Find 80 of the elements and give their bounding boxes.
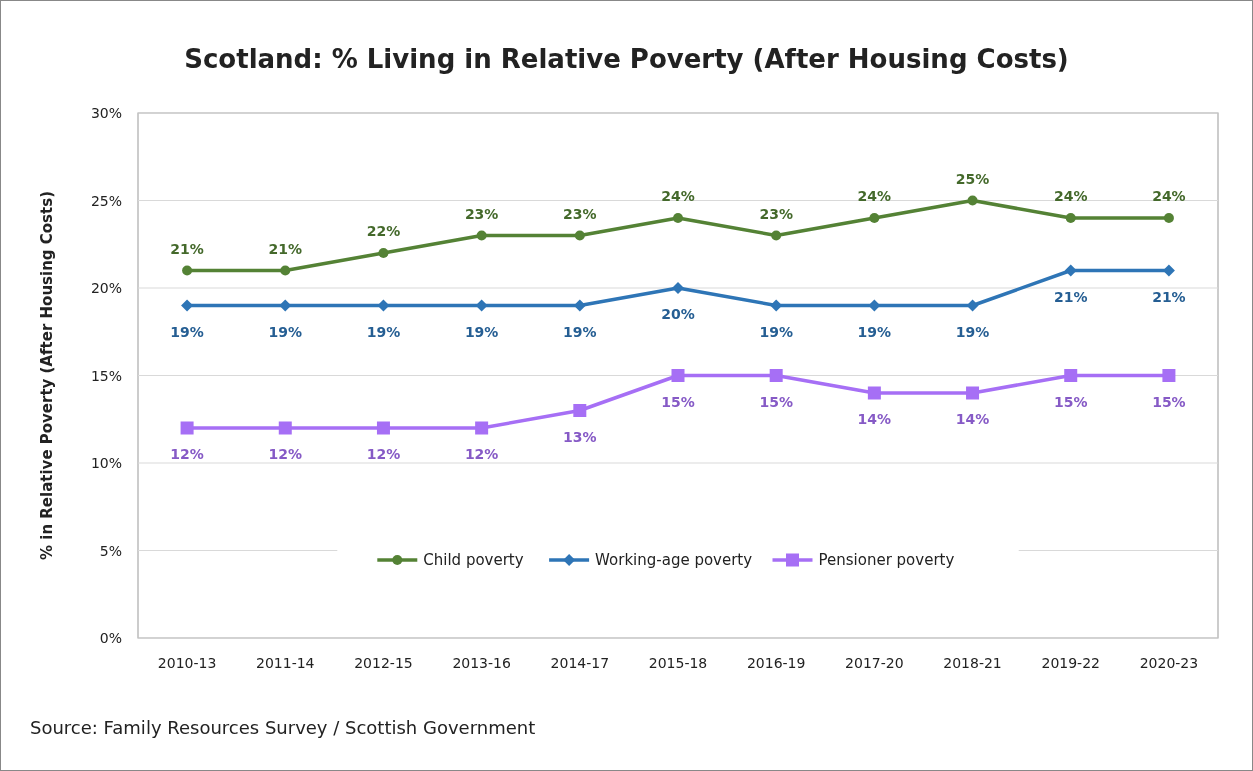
data-label: 23% (563, 205, 597, 222)
y-tick-label: 0% (99, 630, 122, 646)
source-note: Source: Family Resources Survey / Scottish Government (30, 717, 536, 738)
chart-title: Scotland: % Living in Relative Poverty (After Housing Costs) (184, 44, 1069, 74)
x-tick-label: 2012-15 (354, 655, 413, 671)
x-tick-label: 2018-21 (943, 655, 1002, 671)
data-label: 24% (1053, 188, 1088, 204)
x-tick-label: 2011-14 (256, 655, 315, 671)
y-tick-label: 25% (90, 192, 122, 209)
point (869, 213, 880, 223)
point (573, 404, 587, 417)
data-label: 15% (1053, 393, 1088, 410)
data-label: 19% (268, 323, 303, 340)
x-tick-label: 2019-22 (1041, 655, 1100, 671)
x-tick-label: 2017-20 (845, 655, 904, 671)
point (671, 369, 685, 382)
point (867, 386, 881, 400)
data-label: 15% (1152, 393, 1186, 410)
data-label: 22% (366, 223, 401, 239)
point (278, 421, 292, 435)
y-tick-label: 20% (90, 280, 122, 296)
y-axis-title: % in Relative Poverty (After Housing Costs) (38, 191, 56, 560)
point (1162, 369, 1176, 382)
data-label: 14% (955, 411, 990, 427)
x-tick-label: 2013-16 (452, 655, 511, 671)
point (966, 386, 980, 400)
data-label: 23% (464, 205, 499, 222)
point (1065, 213, 1076, 223)
x-tick-label: 2015-18 (648, 655, 708, 671)
data-label: 21% (1152, 288, 1186, 305)
data-label: 15% (759, 393, 793, 410)
point (1163, 213, 1174, 223)
x-tick-label: 2010-13 (157, 655, 217, 671)
data-label: 19% (955, 323, 990, 340)
point (967, 195, 978, 206)
point (280, 265, 291, 276)
data-label: 12% (464, 446, 499, 462)
point (673, 213, 683, 223)
point (475, 421, 489, 435)
data-label: 19% (170, 323, 204, 340)
data-label: 14% (857, 411, 892, 427)
data-label: 21% (268, 240, 303, 257)
x-tick-label: 2014-17 (550, 655, 610, 671)
data-label: 19% (366, 323, 401, 340)
point (182, 265, 193, 276)
point (1064, 369, 1078, 382)
y-tick-label: 30% (90, 105, 122, 121)
data-label: 19% (759, 323, 793, 340)
point (574, 230, 585, 241)
data-label: 19% (464, 323, 499, 340)
data-label: 20% (661, 306, 695, 322)
data-label: 25% (955, 170, 990, 187)
data-label: 21% (170, 240, 204, 257)
data-label: 24% (857, 188, 892, 204)
data-label: 24% (1152, 188, 1186, 204)
y-tick-label: 5% (99, 542, 122, 559)
data-label: 12% (268, 446, 303, 462)
data-label: 21% (1053, 288, 1088, 305)
point (378, 248, 389, 258)
data-label: 12% (366, 446, 401, 462)
data-label: 13% (563, 428, 597, 445)
point (376, 421, 390, 435)
legend-label: Working-age poverty (595, 551, 753, 569)
x-tick-label: 2020-23 (1139, 655, 1199, 671)
data-label: 19% (857, 323, 892, 340)
y-tick-label: 15% (90, 367, 122, 384)
data-label: 12% (170, 446, 204, 462)
point (180, 421, 194, 435)
data-label: 15% (661, 393, 695, 410)
legend-label: Pensioner poverty (818, 551, 955, 569)
data-label: 23% (759, 205, 793, 222)
y-tick-label: 10% (90, 455, 122, 471)
point (672, 282, 684, 294)
point (769, 369, 783, 382)
legend-label: Child poverty (423, 551, 524, 569)
point (771, 230, 782, 241)
x-tick-label: 2016-19 (746, 655, 806, 671)
data-label: 24% (661, 188, 695, 204)
point (476, 230, 487, 241)
data-label: 19% (563, 323, 597, 340)
